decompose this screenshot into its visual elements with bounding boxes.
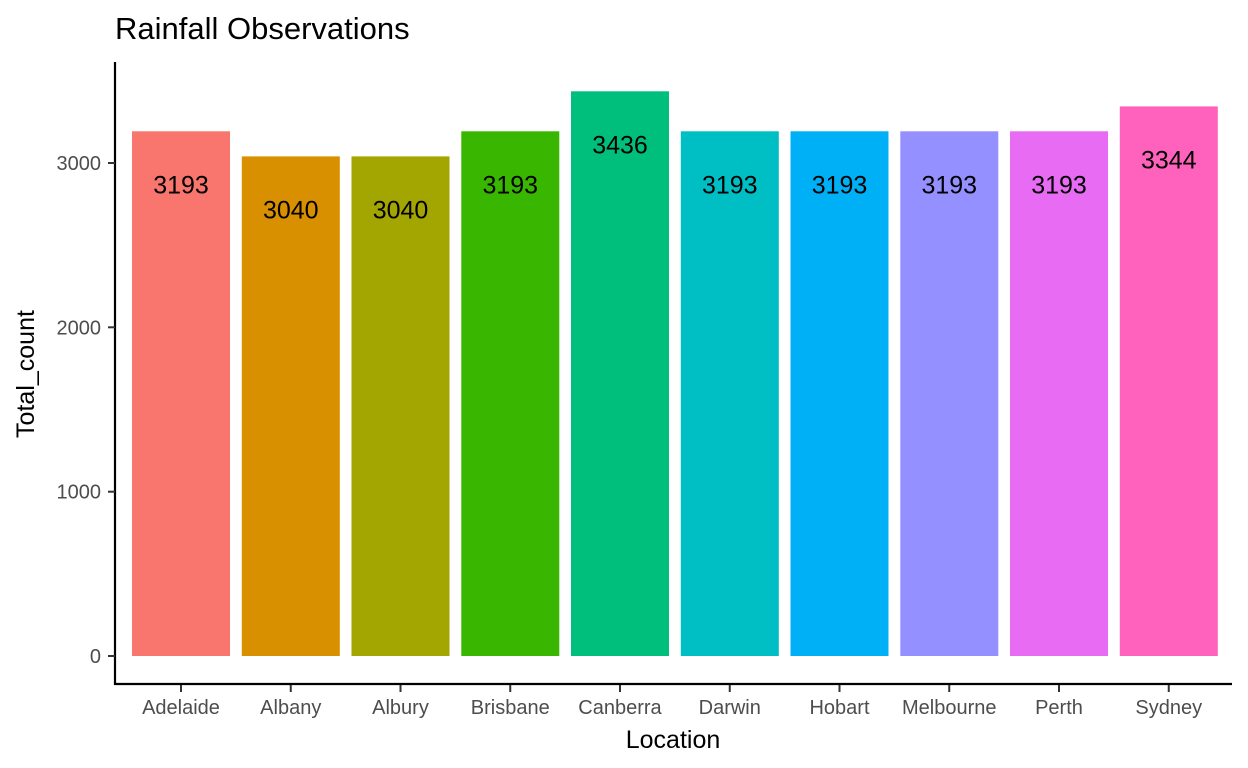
bar-darwin [680,131,779,657]
bar-canberra [571,91,669,657]
data-label-brisbane: 3193 [482,171,538,199]
data-label-sydney: 3344 [1141,146,1197,174]
data-label-adelaide: 3193 [153,171,209,199]
data-label-melbourne: 3193 [921,171,977,199]
x-tick-label-albury: Albury [372,697,429,719]
bar-brisbane [461,131,560,657]
y-tick-label-3000: 3000 [57,153,102,175]
data-label-hobart: 3193 [812,171,868,199]
bar-melbourne [900,131,999,657]
x-tick-label-melbourne: Melbourne [902,697,997,719]
x-tick-label-sydney: Sydney [1135,697,1202,719]
y-ticks-group: 0 1000 2000 3000 [57,153,115,668]
x-tick-label-perth: Perth [1035,697,1083,719]
x-tick-label-albany: Albany [260,697,321,719]
bar-sydney [1119,106,1218,656]
bars-group [132,91,1218,657]
chart-title: Rainfall Observations [115,11,410,46]
y-axis-title: Total_count [12,310,40,438]
data-labels-group: 3193 3040 3040 3193 3436 3193 3193 3193 3193 3344 [153,131,1196,224]
data-label-albury: 3040 [373,196,429,224]
x-axis-title: Location [626,726,721,754]
data-label-canberra: 3436 [592,131,648,159]
x-tick-label-darwin: Darwin [699,697,761,719]
bar-albany [241,156,340,656]
x-ticks-group: Adelaide Albany Albury Brisbane Canberra Darw… [142,685,1202,719]
data-label-perth: 3193 [1031,171,1087,199]
x-tick-label-adelaide: Adelaide [142,697,220,719]
y-tick-label-2000: 2000 [57,317,102,339]
y-tick-label-0: 0 [90,646,101,668]
bar-adelaide [132,131,230,657]
data-label-albany: 3040 [263,196,319,224]
x-tick-label-canberra: Canberra [578,697,662,719]
x-tick-label-hobart: Hobart [809,697,869,719]
data-label-darwin: 3193 [702,171,758,199]
bar-hobart [790,131,889,657]
bar-albury [351,156,450,656]
bar-perth [1010,131,1108,657]
y-tick-label-1000: 1000 [57,482,102,504]
x-tick-label-brisbane: Brisbane [471,697,550,719]
